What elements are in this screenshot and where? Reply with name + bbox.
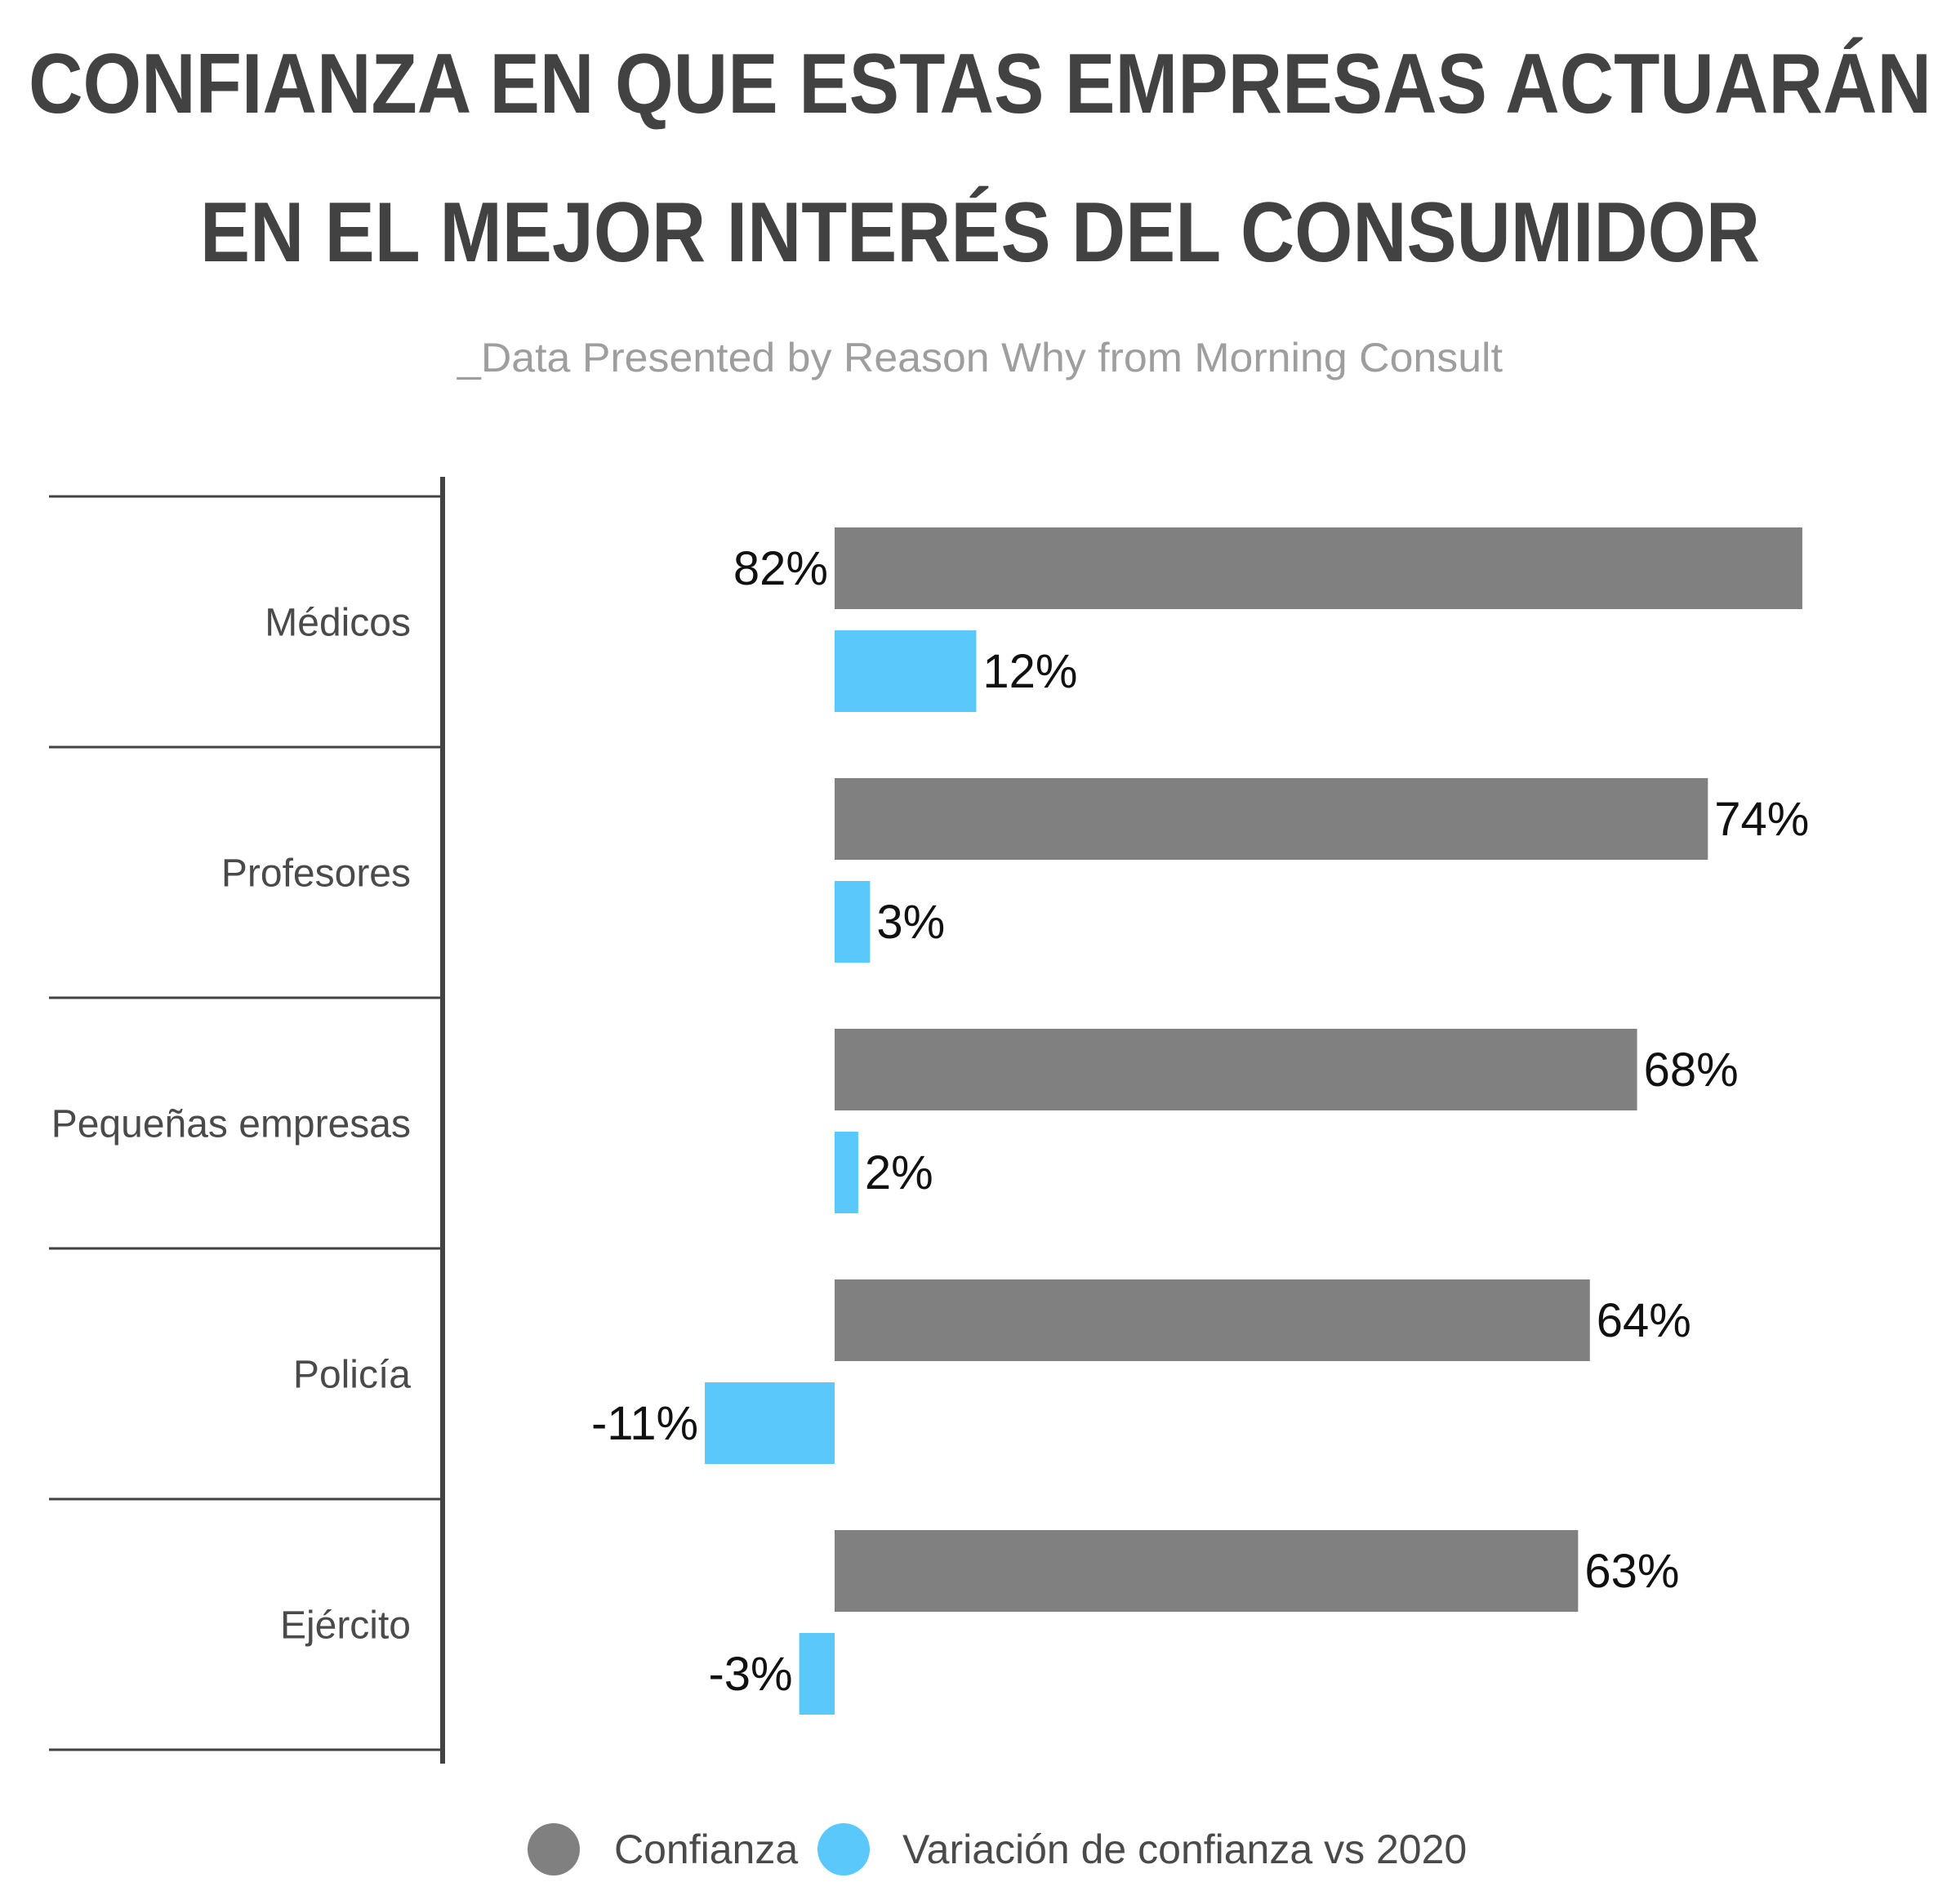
data-label: 82% [733, 542, 828, 595]
data-label: 2% [865, 1146, 933, 1199]
data-label: 74% [1714, 793, 1809, 846]
legend-label: Confianza [614, 1826, 798, 1872]
bar-variacion [835, 881, 871, 963]
category-label: Médicos [265, 602, 411, 645]
category-label: Profesores [221, 852, 411, 896]
bar-confianza [835, 778, 1708, 860]
bar-confianza [835, 1530, 1579, 1612]
plot-area: Médicos 82% 12% Profesores 74% 3% Pequeñas emp… [49, 477, 1809, 1764]
data-label: -11% [591, 1397, 698, 1450]
bar-confianza [835, 1279, 1590, 1361]
category-label: Ejército [280, 1604, 411, 1648]
bar-confianza [835, 1029, 1637, 1110]
bar-variacion [835, 1132, 858, 1213]
legend-marker [817, 1823, 870, 1875]
data-label: 63% [1584, 1545, 1679, 1598]
chart-title-line-2: EN EL MEJOR INTERÉS DEL CONSUMIDOR [200, 185, 1760, 280]
chart-title-line-1: CONFIANZA EN QUE ESTAS EMPRESAS ACTUARÁN [29, 37, 1931, 131]
category-label: Policía [293, 1354, 411, 1397]
legend-marker [528, 1823, 580, 1875]
data-label: -3% [708, 1648, 792, 1701]
legend: Confianza Variación de confianza vs 2020 [528, 1823, 1467, 1875]
data-label: 12% [982, 645, 1077, 698]
data-label: 68% [1644, 1043, 1739, 1097]
chart-subtitle: _Data Presented by Reason Why from Morni… [457, 335, 1503, 380]
legend-label: Variación de confianza vs 2020 [902, 1826, 1467, 1872]
data-label: 64% [1597, 1294, 1691, 1347]
bar-variacion [705, 1382, 835, 1464]
bar-variacion [799, 1633, 835, 1715]
category-label: Pequeñas empresas [51, 1103, 411, 1146]
data-label: 3% [876, 896, 945, 949]
bar-variacion [835, 630, 977, 712]
bar-confianza [835, 527, 1802, 609]
